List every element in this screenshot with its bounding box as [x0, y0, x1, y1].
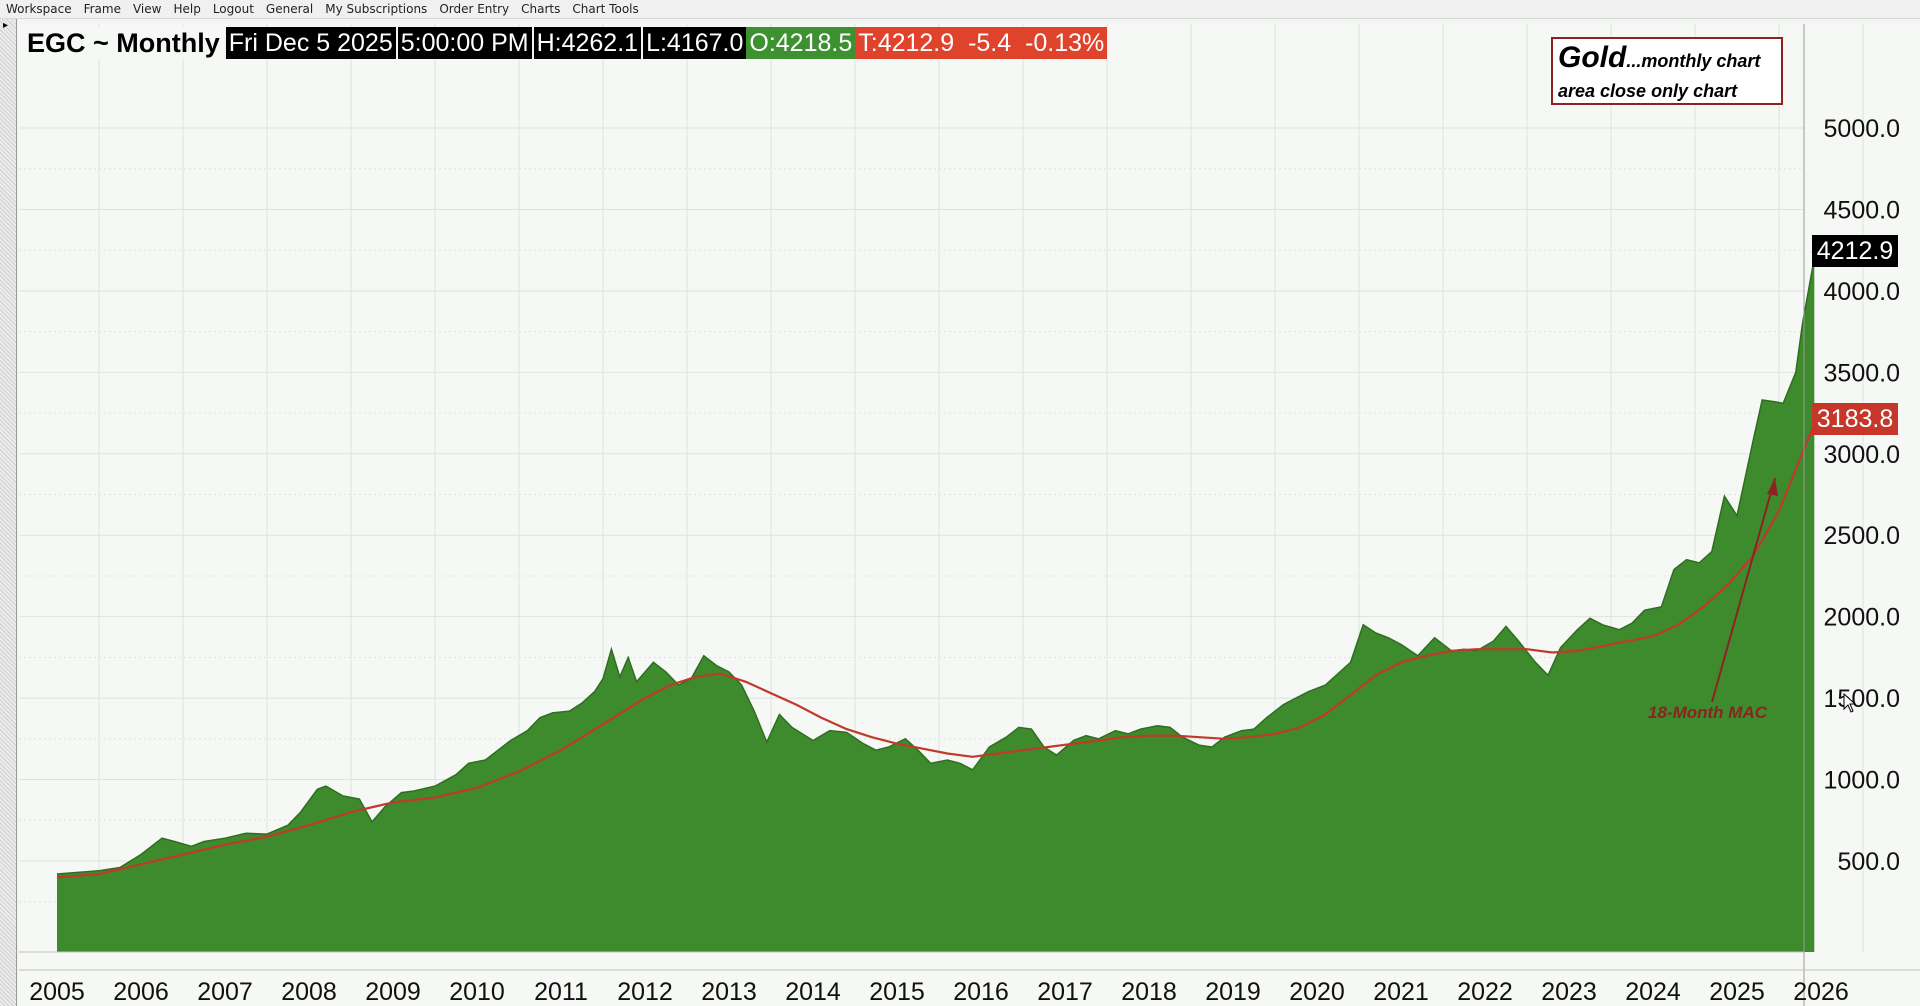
chart-area[interactable]: 500.0 1000.0 1500.0 2000.0 2500.0 3000.0 3500.… [19, 24, 1920, 1006]
menu-view[interactable]: View [132, 2, 162, 16]
menu-general[interactable]: General [265, 2, 314, 16]
x-tick-label: 2006 [113, 978, 169, 1006]
x-tick-label: 2019 [1205, 978, 1261, 1006]
panel-splitter[interactable] [0, 19, 17, 1006]
legend-subtitle-1: ...monthly chart [1626, 51, 1761, 71]
y-tick-label: 4500.0 [1824, 196, 1900, 224]
legend-title: Gold [1558, 41, 1627, 74]
x-tick-label: 2005 [29, 978, 85, 1006]
gold-price-edge [56, 258, 1816, 875]
x-tick-label: 2007 [197, 978, 253, 1006]
header-change: -5.4 [968, 29, 1012, 57]
x-tick-label: 2026 [1793, 978, 1849, 1006]
x-tick-label: 2011 [534, 978, 588, 1006]
x-tick-label: 2009 [365, 978, 421, 1006]
y-tick-label: 2500.0 [1824, 522, 1900, 550]
menu-chart-tools[interactable]: Chart Tools [572, 2, 639, 16]
header-high: H:4262.1 [531, 27, 642, 59]
mouse-cursor-icon [1843, 693, 1857, 713]
x-tick-label: 2016 [953, 978, 1009, 1006]
x-tick-label: 2012 [617, 978, 673, 1006]
menu-workspace[interactable]: Workspace [6, 2, 72, 16]
x-tick-label: 2013 [701, 978, 757, 1006]
x-tick-label: 2008 [281, 978, 337, 1006]
menu-my-subscriptions[interactable]: My Subscriptions [325, 2, 428, 16]
last-price-tag: 4212.9 [1812, 235, 1898, 267]
x-tick-label: 2024 [1625, 978, 1681, 1006]
y-tick-label: 3000.0 [1824, 441, 1900, 469]
menu-logout[interactable]: Logout [212, 2, 254, 16]
y-tick-label: 5000.0 [1824, 115, 1900, 143]
x-tick-label: 2017 [1037, 978, 1093, 1006]
menu-charts[interactable]: Charts [521, 2, 561, 16]
legend-line-1: Gold...monthly chart [1558, 41, 1760, 75]
expand-arrow-icon[interactable]: ▸ [3, 20, 9, 31]
header-change-pct: -0.13% [1025, 29, 1105, 57]
x-tick-label: 2022 [1457, 978, 1513, 1006]
x-tick-label: 2020 [1289, 978, 1345, 1006]
chart-symbol[interactable]: EGC ~ Monthly [24, 27, 224, 59]
header-time: 5:00:00 PM [395, 27, 532, 59]
mac-annotation-arrow [1711, 477, 1776, 703]
y-tick-label: 1500.0 [1824, 685, 1900, 713]
header-open: O:4218.5 [746, 27, 856, 59]
menu-help[interactable]: Help [173, 2, 201, 16]
header-date: Fri Dec 5 2025 [223, 27, 396, 59]
chart-header: EGC ~ Monthly Fri Dec 5 2025 5:00:00 PM … [24, 27, 1108, 59]
y-tick-label: 4000.0 [1824, 278, 1900, 306]
mac-line [56, 423, 1816, 879]
chart-canvas: 500.0 1000.0 1500.0 2000.0 2500.0 3000.0 3500.… [19, 24, 1920, 1006]
y-tick-label: 3500.0 [1824, 359, 1900, 387]
header-low: L:4167.0 [641, 27, 747, 59]
menu-order-entry[interactable]: Order Entry [439, 2, 510, 16]
mac-price-tag: 3183.8 [1812, 403, 1898, 435]
header-trade-value: T:4212.9 [858, 29, 955, 57]
mac-annotation-label: 18-Month MAC [1648, 703, 1767, 722]
y-tick-label: 1000.0 [1824, 767, 1900, 795]
x-tick-label: 2015 [869, 978, 925, 1006]
menu-bar: Workspace Frame View Help Logout General… [0, 0, 1920, 19]
legend-subtitle-2: area close only chart [1558, 81, 1738, 101]
x-tick-label: 2025 [1709, 978, 1765, 1006]
chart-legend-box: Gold...monthly chart area close only cha… [1551, 37, 1783, 105]
menu-frame[interactable]: Frame [83, 2, 121, 16]
mac-annotation-arrowhead [1767, 478, 1778, 496]
x-tick-label: 2021 [1373, 978, 1429, 1006]
x-tick-label: 2014 [785, 978, 841, 1006]
y-tick-label: 2000.0 [1824, 604, 1900, 632]
x-tick-label: 2023 [1541, 978, 1597, 1006]
header-trade: T:4212.9 -5.4 -0.13% [855, 27, 1108, 59]
x-tick-label: 2018 [1121, 978, 1177, 1006]
x-tick-label: 2010 [449, 978, 505, 1006]
y-tick-label: 500.0 [1837, 848, 1900, 876]
gold-price-area [57, 258, 1815, 952]
